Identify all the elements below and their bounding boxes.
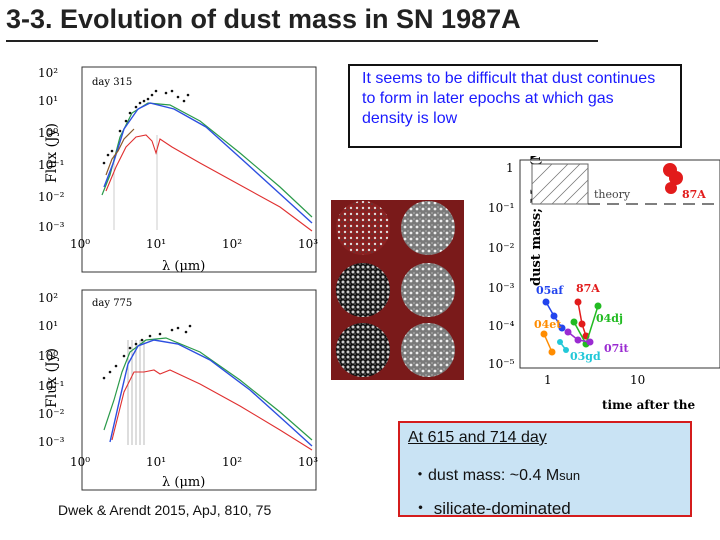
plot-frame	[81, 66, 317, 273]
sed-panel-day-775: Flux (Jy) 10² 10¹ 10⁰ 10⁻¹ 10⁻² 10⁻³ 10⁰…	[38, 289, 318, 491]
dust-grain-image	[401, 323, 455, 377]
sed-model-red	[105, 134, 313, 232]
y-tick-label: 10²	[38, 291, 58, 305]
sed-data-points	[102, 89, 190, 165]
sed-model-blue	[109, 339, 313, 447]
x-tick-label: 10⁰	[70, 237, 90, 251]
y-tick-label: 10⁻⁴	[488, 319, 515, 333]
label-87a-late: 87A	[682, 188, 706, 201]
sn05af-track	[542, 298, 566, 332]
x-axis-label: time after the	[602, 398, 695, 412]
sn07it-track	[564, 328, 594, 346]
x-axis-label: λ (μm)	[162, 259, 205, 274]
y-tick-label: 10⁻¹	[38, 158, 64, 172]
x-tick-label: 10¹	[146, 237, 166, 251]
theory-label: theory	[594, 188, 631, 201]
title-underline	[6, 40, 598, 42]
result-bullet-dust-mass: ・dust mass: ~0.4 Msun	[412, 467, 581, 484]
y-tick-label: 10⁻²	[38, 407, 65, 421]
day-label: day 775	[92, 298, 132, 309]
dust-image-grid	[331, 200, 464, 380]
note-box: It seems to be difficult that dust conti…	[348, 64, 682, 148]
dust-grain-image	[336, 201, 390, 255]
y-tick-label: 10⁻³	[38, 435, 65, 449]
plot-frame	[519, 159, 720, 369]
x-tick-label: 10	[630, 373, 645, 387]
x-tick-label: 10³	[298, 455, 318, 469]
sed-model-green	[101, 102, 313, 218]
y-tick-label: 10⁻²	[38, 190, 65, 204]
x-tick-label: 10²	[222, 455, 242, 469]
dust-grain-image	[336, 323, 390, 377]
dust-grain-image	[336, 263, 390, 317]
y-axis-label: Flux (Jy)	[44, 123, 60, 183]
sed-model-brown	[105, 128, 135, 176]
label-04et: 04et	[534, 318, 562, 331]
plot-frame	[81, 289, 317, 491]
label-03gd: 03gd	[570, 350, 601, 363]
y-axis-label: Flux (Jy)	[44, 348, 60, 408]
result-bullet-composition: ・ silicate-dominated	[412, 499, 571, 518]
citation: Dwek & Arendt 2015, ApJ, 810, 75	[58, 502, 272, 518]
y-tick-label: 10¹	[38, 319, 58, 333]
theory-hatch	[531, 163, 589, 205]
sed-model-green	[103, 337, 313, 441]
sn87a-track	[574, 298, 590, 340]
y-tick-label: 10⁻²	[488, 241, 515, 255]
y-tick-label: 10²	[38, 66, 58, 80]
label-07it: 07it	[604, 342, 629, 355]
label-87a: 87A	[576, 282, 600, 295]
result-heading: At 615 and 714 day	[408, 429, 547, 446]
label-05af: 05af	[536, 284, 564, 297]
x-tick-label: 10³	[298, 237, 318, 251]
y-tick-label: 10⁰	[38, 126, 58, 140]
slide-title: 3-3. Evolution of dust mass in SN 1987A	[6, 4, 521, 34]
sn03gd-track	[557, 339, 569, 353]
x-tick-label: 10²	[222, 237, 242, 251]
y-tick-label: 10¹	[38, 94, 58, 108]
dust-grain-image	[401, 201, 455, 255]
y-tick-label: 10⁻³	[38, 220, 65, 234]
y-tick-label: 10⁻¹	[488, 201, 514, 215]
sn87a-late-points	[663, 163, 683, 194]
sn04et-track	[540, 330, 556, 356]
y-tick-label: 10⁻³	[488, 281, 515, 295]
x-tick-label: 10¹	[146, 455, 166, 469]
x-tick-label: 1	[544, 373, 552, 387]
x-axis-label: λ (μm)	[162, 475, 205, 490]
note-text: It seems to be difficult that dust conti…	[362, 70, 656, 127]
x-tick-label: 10⁰	[70, 455, 90, 469]
day-label: day 315	[92, 77, 132, 88]
y-tick-label: 10⁰	[38, 349, 58, 363]
label-04dj: 04dj	[596, 312, 623, 325]
sed-panel-day-315: Flux (Jy) 10² 10¹ 10⁰ 10⁻¹ 10⁻² 10⁻³ 10⁰…	[38, 66, 318, 274]
result-box: At 615 and 714 day ・dust mass: ~0.4 Msun…	[398, 421, 692, 518]
y-tick-label: 10⁻⁵	[488, 357, 515, 371]
dust-mass-plot: dust mass; Mdust(M☉) 1 10⁻¹ 10⁻² 10⁻³ 10…	[488, 156, 720, 412]
sed-model-red	[111, 369, 313, 451]
y-tick-label: 10⁻¹	[38, 379, 64, 393]
y-tick-label: 1	[506, 161, 514, 175]
data-bands	[127, 340, 145, 445]
sed-data-points	[102, 324, 192, 380]
sed-model-blue	[103, 102, 313, 224]
dust-grain-image	[401, 263, 455, 317]
